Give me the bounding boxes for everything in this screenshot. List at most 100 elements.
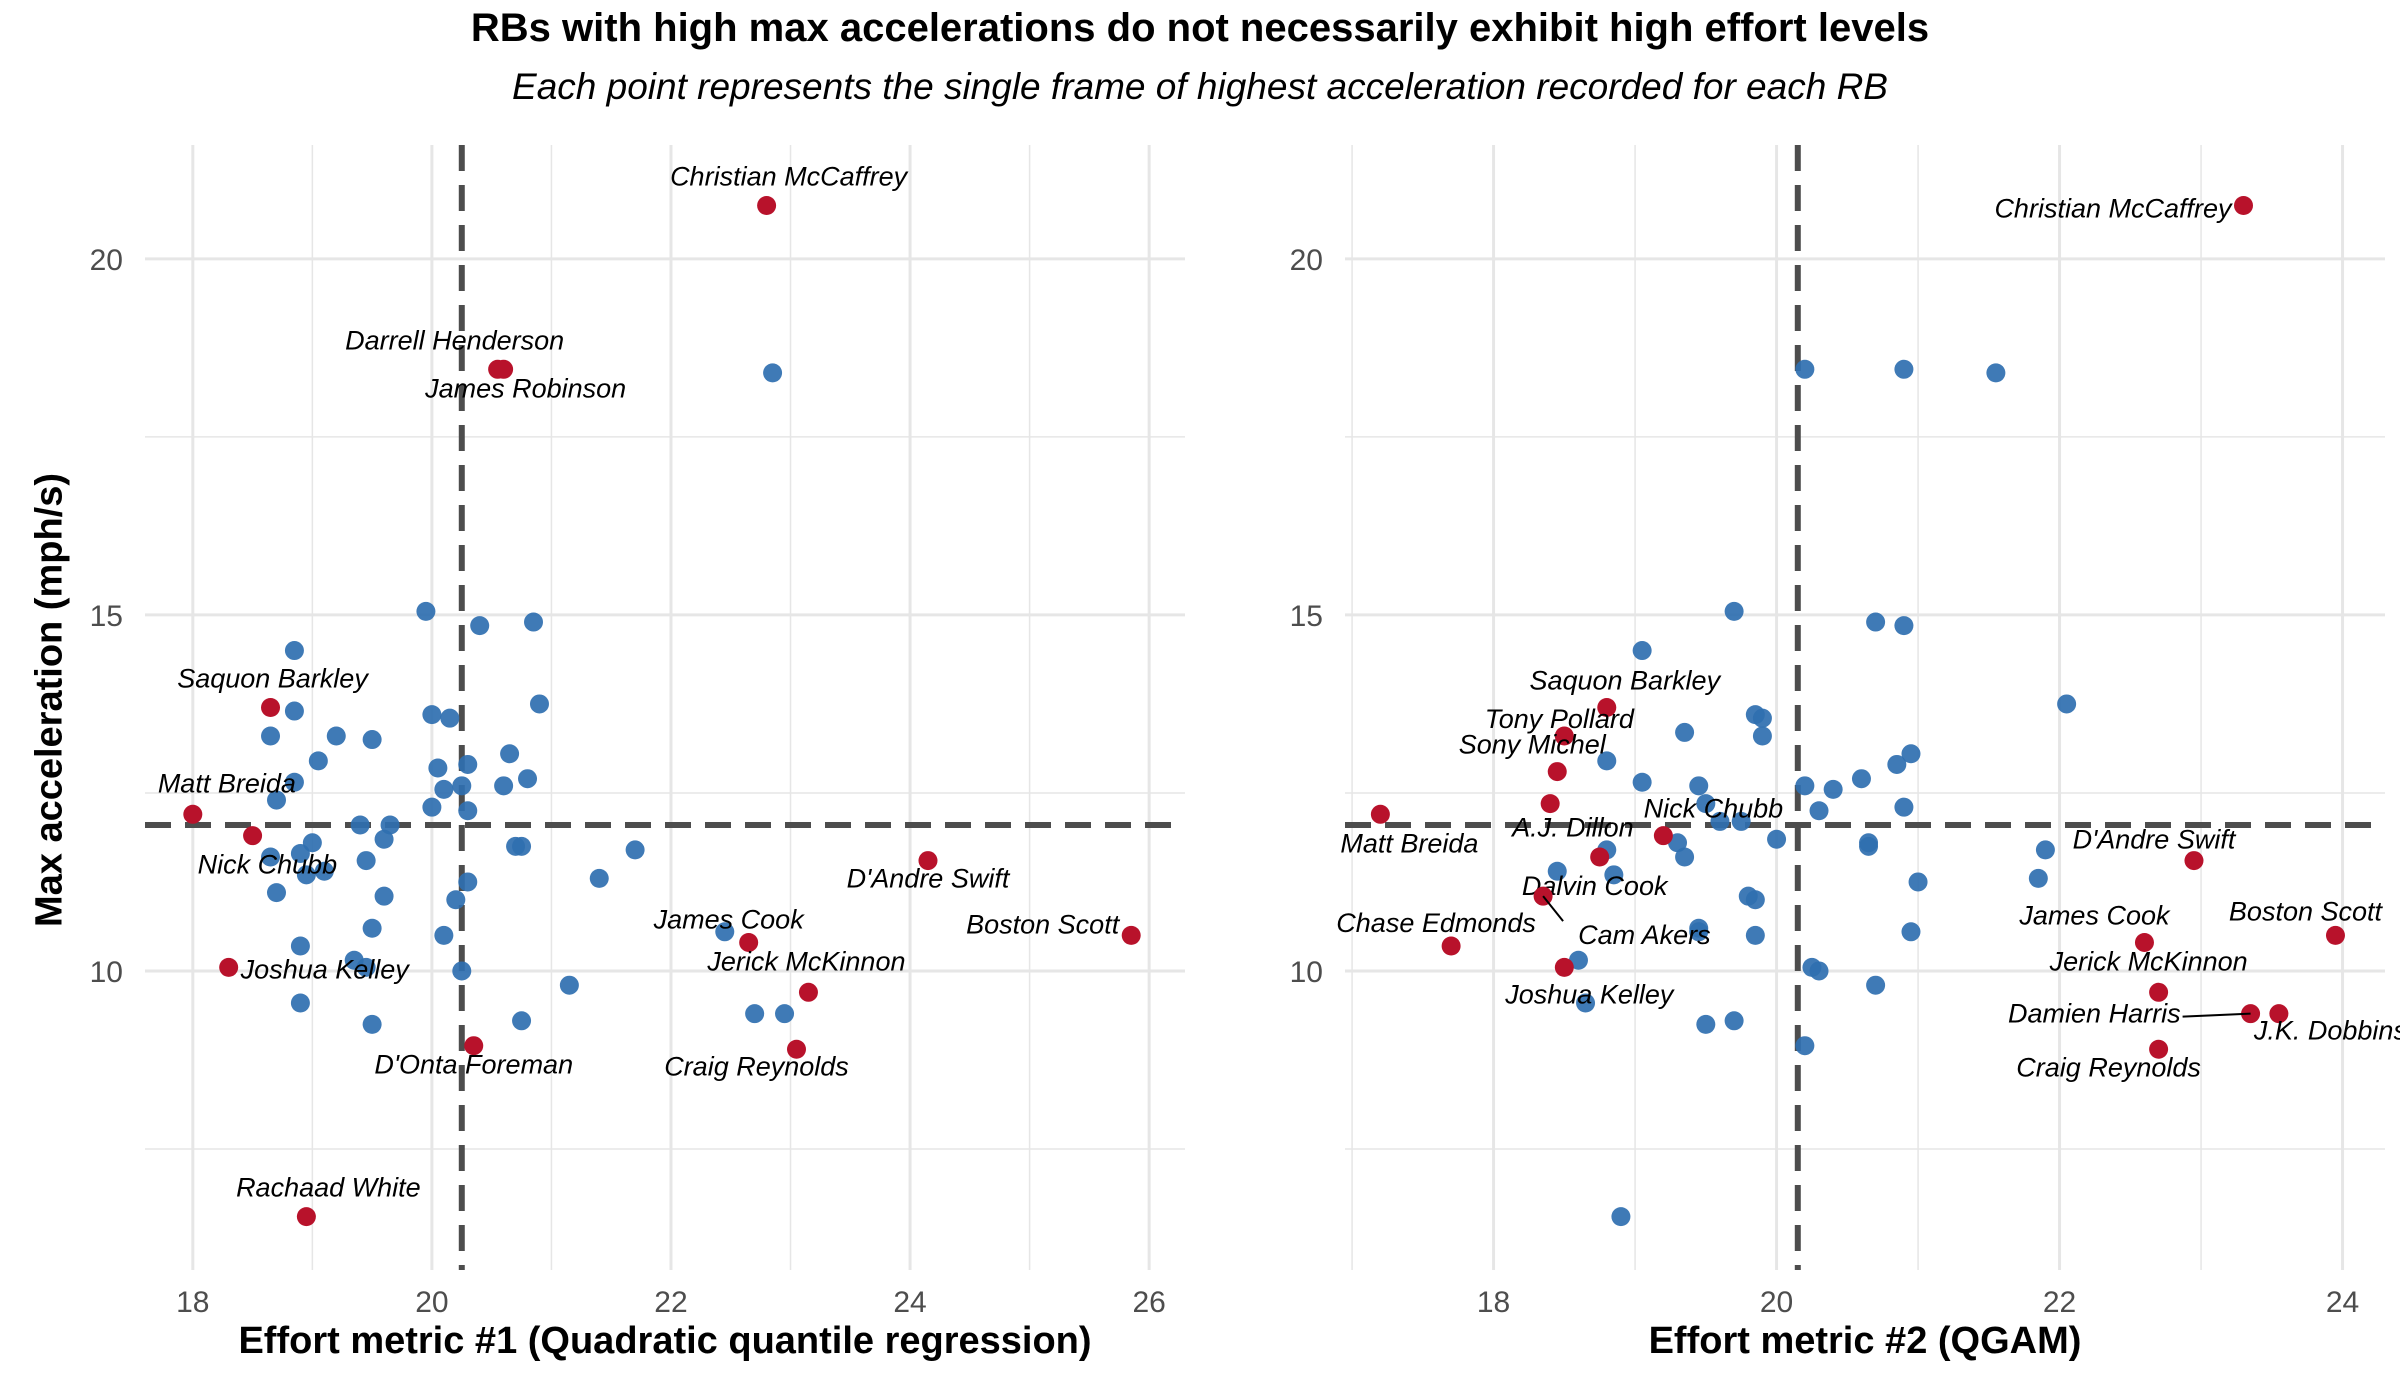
data-point <box>1696 1014 1716 1034</box>
data-point <box>290 843 310 863</box>
data-point <box>380 815 400 835</box>
point-label-craig-reynolds: Craig Reynolds <box>664 1051 849 1081</box>
data-point <box>458 754 478 774</box>
point-label-craig-reynolds: Craig Reynolds <box>2016 1052 2201 1082</box>
data-point <box>356 851 376 871</box>
data-point <box>589 868 609 888</box>
point-label-d-andre-swift: D'Andre Swift <box>2073 825 2237 855</box>
point-label-nick-chubb: Nick Chubb <box>198 850 338 880</box>
highlighted-point-nick-chubb <box>1653 826 1673 846</box>
point-label-christian-mccaffrey: Christian McCaffrey <box>1994 194 2233 224</box>
highlighted-point-d-onta-foreman <box>464 1036 484 1056</box>
x-tick-label: 24 <box>893 1286 926 1319</box>
highlighted-point-d-andre-swift <box>918 851 938 871</box>
data-point <box>1745 925 1765 945</box>
x-axis-title-2: Effort metric #2 (QGAM) <box>1648 1320 2082 1362</box>
data-point <box>1576 993 1596 1013</box>
label-leader-line <box>2182 1012 2251 1018</box>
data-point <box>452 961 472 981</box>
data-point <box>350 815 370 835</box>
highlighted-point-d-andre-swift <box>2184 851 2204 871</box>
data-point <box>1689 776 1709 796</box>
point-label-j-k-dobbins: J.K. Dobbins <box>2253 1016 2400 1046</box>
point-label-damien-harris: Damien Harris <box>2008 999 2181 1029</box>
y-tick-label: 15 <box>1290 600 1323 633</box>
data-point <box>745 1004 765 1024</box>
data-point <box>422 705 442 725</box>
y-axis-title-wrap: Max acceleration (mph/s) <box>10 300 90 1100</box>
x-tick-label: 22 <box>654 1286 687 1319</box>
data-point <box>1795 1036 1815 1056</box>
data-point <box>362 1014 382 1034</box>
data-point <box>458 872 478 892</box>
x-tick-label: 18 <box>176 1286 209 1319</box>
point-label-chase-edmonds: Chase Edmonds <box>1336 908 1536 938</box>
data-point <box>1710 811 1730 831</box>
data-point <box>512 836 532 856</box>
highlighted-point-a-j-dillon <box>1540 794 1560 814</box>
highlighted-point-joshua-kelley <box>1554 957 1574 977</box>
x-tick-label: 18 <box>1477 1286 1510 1319</box>
x-axis-title-1: Effort metric #1 (Quadratic quantile reg… <box>238 1320 1092 1362</box>
highlighted-point-saquon-barkley <box>261 698 281 717</box>
data-point <box>452 776 472 796</box>
point-label-nick-chubb: Nick Chubb <box>1644 794 1784 824</box>
data-point <box>2028 868 2048 888</box>
highlighted-point-sony-michel <box>1547 762 1567 782</box>
point-label-james-robinson: James Robinson <box>424 373 626 403</box>
data-point <box>284 641 304 661</box>
data-point <box>1696 794 1716 814</box>
data-point <box>1745 890 1765 910</box>
y-tick-label: 20 <box>90 244 123 277</box>
data-point <box>1809 961 1829 981</box>
highlighted-point-christian-mccaffrey <box>757 196 777 216</box>
data-point <box>1668 833 1688 853</box>
data-point <box>1689 922 1709 942</box>
data-point <box>1597 751 1617 771</box>
highlighted-point-tony-pollard <box>1554 726 1574 746</box>
data-point <box>524 612 544 632</box>
point-label-darrell-henderson: Darrell Henderson <box>345 325 564 355</box>
highlighted-point-boston-scott <box>1121 925 1141 945</box>
highlighted-point-dalvin-cook <box>1590 847 1610 867</box>
data-point <box>261 847 281 867</box>
data-point <box>1675 847 1695 867</box>
point-label-a-j-dillon: A.J. Dillon <box>1510 813 1634 843</box>
point-label-sony-michel: Sony Michel <box>1459 730 1607 760</box>
data-point <box>1859 833 1879 853</box>
data-point <box>518 769 538 789</box>
point-label-saquon-barkley: Saquon Barkley <box>1529 666 1721 696</box>
data-point <box>1752 726 1772 746</box>
point-label-cam-akers: Cam Akers <box>1578 920 1711 950</box>
point-label-jerick-mckinnon: Jerick McKinnon <box>706 946 905 976</box>
data-point <box>775 1004 795 1024</box>
highlighted-point-saquon-barkley <box>1597 698 1617 717</box>
data-point <box>290 936 310 956</box>
data-point <box>1752 708 1772 728</box>
data-point <box>1724 601 1744 621</box>
data-point <box>362 918 382 938</box>
data-point <box>512 1011 532 1031</box>
data-point <box>1866 612 1886 632</box>
y-tick-label: 20 <box>1290 244 1323 277</box>
y-axis-title: Max acceleration (mph/s) <box>28 472 71 928</box>
data-point <box>1568 950 1588 970</box>
data-point <box>1604 865 1624 885</box>
x-tick-label: 20 <box>1760 1286 1793 1319</box>
data-point <box>1547 861 1567 881</box>
x-tick-label: 20 <box>415 1286 448 1319</box>
data-point <box>1986 363 2006 383</box>
data-point <box>1632 772 1652 792</box>
highlighted-point-james-cook <box>2134 932 2154 952</box>
data-point <box>446 890 466 910</box>
point-label-christian-mccaffrey: Christian McCaffrey <box>670 162 909 192</box>
data-point <box>715 922 735 942</box>
data-point <box>266 790 286 810</box>
data-point <box>434 925 454 945</box>
data-point <box>362 730 382 750</box>
data-point <box>434 779 454 799</box>
highlighted-point-matt-breida <box>183 804 203 824</box>
data-point <box>2057 694 2077 714</box>
data-point <box>1795 776 1815 796</box>
data-point <box>1894 359 1914 379</box>
